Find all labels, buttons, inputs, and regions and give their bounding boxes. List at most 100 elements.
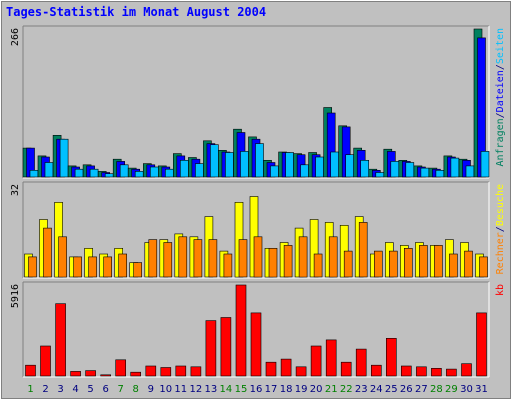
bar-bottom-kb-day-12 bbox=[190, 366, 202, 377]
bar-middle-rechner-day-9 bbox=[148, 239, 158, 278]
x-tick-label-day-26: 26 bbox=[400, 384, 413, 395]
bar-top-seiten-day-7 bbox=[119, 164, 129, 178]
bar-bottom-kb-day-3 bbox=[55, 303, 66, 377]
bar-middle-rechner-day-18 bbox=[283, 245, 293, 278]
x-tick-label-day-20: 20 bbox=[310, 384, 323, 395]
x-tick-label-day-30: 30 bbox=[460, 384, 473, 395]
bar-top-seiten-day-1 bbox=[29, 170, 39, 178]
x-tick-label-day-19: 19 bbox=[295, 384, 308, 395]
x-tick-label-day-17: 17 bbox=[265, 384, 278, 395]
bar-middle-rechner-day-22 bbox=[343, 250, 353, 278]
bar-bottom-kb-day-10 bbox=[160, 367, 172, 377]
x-tick-label-day-2: 2 bbox=[42, 384, 48, 395]
bar-top-seiten-day-31 bbox=[480, 151, 490, 178]
x-tick-label-day-31: 31 bbox=[475, 384, 488, 395]
bar-middle-rechner-day-5 bbox=[88, 256, 97, 278]
bar-top-seiten-day-3 bbox=[59, 138, 69, 178]
bar-top-seiten-day-28 bbox=[435, 170, 445, 178]
bar-middle-rechner-day-17 bbox=[268, 248, 278, 278]
bar-top-seiten-day-20 bbox=[315, 156, 324, 178]
bar-bottom-kb-day-25 bbox=[385, 337, 397, 377]
bar-middle-rechner-day-11 bbox=[178, 236, 188, 278]
x-tick-label-day-4: 4 bbox=[72, 384, 78, 395]
panel-bottom-legend: kb bbox=[495, 284, 506, 296]
bar-bottom-kb-day-6 bbox=[100, 374, 111, 377]
x-tick-label-day-27: 27 bbox=[415, 384, 428, 395]
bar-middle-rechner-day-26 bbox=[403, 248, 413, 278]
x-tick-label-day-15: 15 bbox=[235, 384, 248, 395]
bar-bottom-kb-day-14 bbox=[220, 317, 232, 377]
bar-top-seiten-day-4 bbox=[74, 168, 84, 178]
panel-top-max-label: 266 bbox=[10, 28, 21, 46]
bar-bottom-kb-day-15 bbox=[235, 284, 247, 377]
legend-label-bottom-0: kb bbox=[495, 284, 506, 296]
bar-top-seiten-day-14 bbox=[225, 152, 234, 178]
panel-bottom-max-label: 5916 bbox=[10, 284, 21, 308]
x-tick-label-day-13: 13 bbox=[205, 384, 218, 395]
x-tick-label-day-28: 28 bbox=[430, 384, 443, 395]
bar-bottom-kb-day-7 bbox=[115, 359, 126, 377]
panel-middle-max-label: 32 bbox=[10, 184, 21, 196]
legend-label-middle-2: Besuche bbox=[495, 184, 506, 226]
bar-middle-rechner-day-3 bbox=[58, 236, 67, 278]
bar-top-seiten-day-11 bbox=[180, 160, 189, 178]
legend-label-middle-0: Rechner bbox=[495, 232, 506, 274]
bar-middle-rechner-day-27 bbox=[419, 245, 428, 278]
x-tick-label-day-16: 16 bbox=[250, 384, 263, 395]
bar-bottom-kb-day-2 bbox=[40, 345, 51, 377]
bar-bottom-kb-day-20 bbox=[310, 345, 322, 377]
bar-middle-rechner-day-28 bbox=[434, 245, 443, 278]
x-tick-label-day-10: 10 bbox=[159, 384, 172, 395]
bar-bottom-kb-day-27 bbox=[416, 366, 427, 377]
panel-top-legend: Anfragen/Dateien/Seiten bbox=[495, 28, 506, 167]
bar-bottom-kb-day-28 bbox=[431, 367, 442, 377]
panel-middle: 32 Rechner/Besuche bbox=[10, 181, 506, 279]
legend-label-top-1: / bbox=[495, 112, 506, 118]
legend-label-top-0: Anfragen bbox=[495, 118, 506, 166]
x-tick-label-day-24: 24 bbox=[370, 384, 383, 395]
bar-bottom-kb-day-26 bbox=[400, 365, 412, 377]
bar-top-seiten-day-24 bbox=[375, 172, 385, 178]
bar-bottom-kb-day-31 bbox=[476, 312, 487, 377]
bar-middle-rechner-day-15 bbox=[238, 239, 248, 278]
bar-top-seiten-day-8 bbox=[134, 171, 144, 178]
bar-middle-rechner-day-1 bbox=[28, 256, 37, 278]
bar-middle-rechner-day-6 bbox=[103, 256, 112, 278]
bar-middle-rechner-day-25 bbox=[388, 250, 398, 278]
bar-bottom-kb-day-17 bbox=[265, 361, 277, 377]
bar-top-seiten-day-16 bbox=[255, 143, 264, 178]
x-tick-label-day-14: 14 bbox=[220, 384, 233, 395]
x-tick-label-day-18: 18 bbox=[280, 384, 293, 395]
bar-middle-rechner-day-4 bbox=[73, 256, 82, 278]
bar-bottom-kb-day-9 bbox=[145, 365, 157, 377]
x-tick-label-day-9: 9 bbox=[148, 384, 154, 395]
bar-middle-rechner-day-7 bbox=[118, 253, 127, 278]
panel-top: 266 Anfragen/Dateien/Seiten bbox=[10, 25, 506, 179]
x-axis-labels: 1 2 3 4 5 6 7 8 9 10 11 12 13 14 15 16 17 18 19 20 21 22 23 24 2… bbox=[27, 384, 488, 395]
x-tick-label-day-5: 5 bbox=[87, 384, 93, 395]
bar-bottom-kb-day-11 bbox=[175, 365, 187, 377]
bar-top-seiten-day-6 bbox=[104, 173, 114, 178]
bar-middle-rechner-day-8 bbox=[133, 262, 142, 278]
panel-bottom: 5916 kb bbox=[10, 281, 506, 378]
bar-top-seiten-day-27 bbox=[420, 167, 430, 178]
bar-bottom-kb-day-16 bbox=[250, 312, 262, 377]
legend-label-middle-1: / bbox=[495, 226, 506, 232]
bar-middle-rechner-day-23 bbox=[358, 222, 368, 278]
bar-top-seiten-day-12 bbox=[195, 163, 204, 178]
legend-label-top-2: Dateien bbox=[495, 70, 506, 112]
x-tick-label-day-25: 25 bbox=[385, 384, 398, 395]
bar-top-seiten-day-23 bbox=[360, 160, 370, 178]
bar-top-seiten-day-15 bbox=[240, 151, 249, 178]
bar-top-seiten-day-18 bbox=[285, 152, 294, 178]
bar-bottom-kb-day-13 bbox=[205, 320, 217, 377]
x-tick-label-day-12: 12 bbox=[190, 384, 203, 395]
bar-middle-rechner-day-20 bbox=[313, 253, 323, 278]
panel-middle-legend: Rechner/Besuche bbox=[495, 184, 506, 274]
bar-middle-rechner-day-13 bbox=[208, 239, 218, 278]
bar-top-seiten-day-29 bbox=[450, 157, 460, 178]
x-tick-label-day-22: 22 bbox=[340, 384, 353, 395]
bar-top-seiten-day-2 bbox=[44, 162, 54, 178]
x-tick-label-day-1: 1 bbox=[27, 384, 33, 395]
